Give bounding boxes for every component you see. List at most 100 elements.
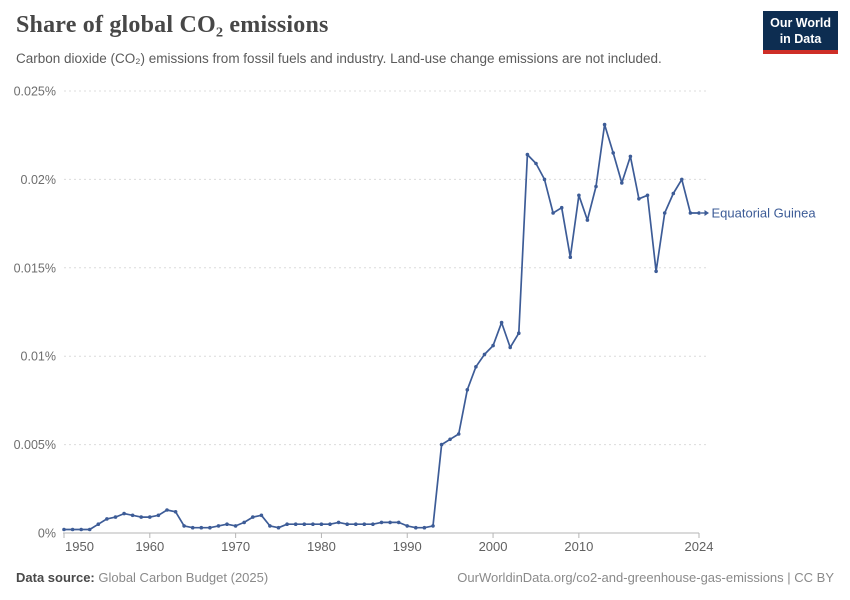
data-point-marker[interactable] (233, 524, 238, 528)
x-axis-tick-label: 2024 (685, 539, 714, 554)
owid-logo-line1: Our World (770, 16, 831, 30)
x-axis-tick-label: 1990 (393, 539, 422, 554)
y-axis-tick-label: 0.015% (14, 261, 56, 275)
series-label[interactable]: Equatorial Guinea (712, 205, 817, 220)
data-point-marker[interactable] (405, 524, 410, 528)
data-point-marker[interactable] (491, 343, 495, 348)
data-point-marker[interactable] (396, 520, 401, 525)
data-point-marker[interactable] (559, 205, 564, 210)
data-point-marker[interactable] (688, 211, 693, 215)
data-point-marker[interactable] (474, 365, 478, 369)
data-point-marker[interactable] (379, 520, 384, 525)
data-point-marker[interactable] (259, 513, 264, 518)
data-point-marker[interactable] (551, 211, 555, 215)
data-point-marker[interactable] (70, 527, 75, 532)
data-point-marker[interactable] (319, 522, 324, 526)
y-axis-tick-label: 0% (38, 527, 56, 541)
data-point-marker[interactable] (371, 522, 375, 526)
data-point-marker[interactable] (251, 515, 255, 519)
data-point-marker[interactable] (362, 522, 367, 526)
owid-logo-line2: in Data (779, 32, 822, 46)
data-point-marker[interactable] (388, 520, 392, 525)
data-point-marker[interactable] (628, 154, 633, 159)
emissions-line (63, 123, 700, 531)
data-point-marker[interactable] (225, 522, 229, 526)
data-point-marker[interactable] (542, 177, 547, 182)
data-point-marker[interactable] (482, 352, 487, 357)
data-point-marker[interactable] (568, 255, 573, 259)
data-point-marker[interactable] (662, 211, 667, 215)
data-point-marker[interactable] (654, 269, 658, 274)
data-point-marker[interactable] (517, 331, 521, 336)
x-axis-tick-label: 1960 (135, 539, 164, 554)
y-axis-tick-label: 0.01% (21, 350, 56, 364)
x-axis-tick-label: 1970 (221, 539, 250, 554)
data-point-marker[interactable] (311, 522, 315, 526)
x-axis-tick-label: 1980 (307, 539, 336, 554)
data-point-marker[interactable] (182, 524, 186, 528)
data-point-marker[interactable] (328, 522, 332, 526)
data-point-marker[interactable] (302, 522, 307, 526)
data-point-marker[interactable] (534, 161, 538, 166)
data-point-marker[interactable] (439, 442, 444, 447)
data-point-marker[interactable] (87, 527, 92, 532)
data-point-marker[interactable] (508, 345, 512, 350)
data-point-marker[interactable] (199, 525, 204, 530)
data-point-marker[interactable] (602, 122, 607, 127)
data-point-marker[interactable] (611, 151, 615, 155)
data-point-marker[interactable] (585, 218, 590, 222)
data-source-note: Data source: Global Carbon Budget (2025) (16, 570, 268, 585)
data-point-marker[interactable] (208, 525, 212, 530)
data-point-marker[interactable] (637, 197, 641, 201)
data-point-marker[interactable] (645, 193, 650, 198)
x-axis-tick-label: 2010 (564, 539, 593, 554)
y-axis-tick-label: 0.025% (14, 85, 56, 99)
data-source-value: Global Carbon Budget (2025) (94, 570, 269, 585)
data-point-marker[interactable] (105, 517, 109, 521)
data-point-marker[interactable] (620, 181, 624, 185)
data-point-marker[interactable] (268, 524, 272, 528)
x-axis-tick-label: 2000 (479, 539, 508, 554)
data-point-marker[interactable] (139, 515, 143, 519)
data-point-marker[interactable] (448, 437, 452, 442)
data-point-marker[interactable] (465, 388, 470, 392)
data-point-marker[interactable] (414, 525, 418, 530)
data-point-marker[interactable] (165, 508, 169, 512)
data-point-marker[interactable] (336, 520, 341, 525)
data-point-marker[interactable] (680, 177, 684, 182)
data-point-marker[interactable] (345, 522, 350, 526)
data-point-marker[interactable] (173, 510, 178, 514)
data-point-marker[interactable] (354, 522, 358, 526)
data-point-marker[interactable] (499, 320, 504, 325)
data-source-label: Data source: (16, 570, 95, 585)
page-title: Share of global CO₂ emissions (16, 12, 329, 38)
data-point-marker[interactable] (242, 520, 246, 525)
data-point-marker[interactable] (525, 152, 530, 157)
data-point-marker[interactable] (671, 191, 676, 196)
page-subtitle: Carbon dioxide (CO₂) emissions from foss… (16, 51, 662, 66)
data-point-marker[interactable] (113, 515, 118, 519)
x-axis-tick-label: 1950 (65, 539, 94, 554)
data-point-marker[interactable] (422, 525, 427, 530)
data-point-marker[interactable] (130, 513, 135, 518)
data-point-marker[interactable] (456, 432, 461, 436)
data-point-marker[interactable] (285, 522, 289, 526)
data-point-marker[interactable] (96, 522, 101, 526)
data-point-marker[interactable] (431, 524, 435, 528)
data-point-marker[interactable] (577, 193, 581, 198)
footer-citation: OurWorldinData.org/co2-and-greenhouse-ga… (457, 570, 834, 585)
series-end-arrow-icon (704, 209, 709, 216)
data-point-marker[interactable] (216, 524, 221, 528)
data-point-marker[interactable] (156, 513, 161, 518)
data-point-marker[interactable] (594, 184, 598, 189)
data-point-marker[interactable] (190, 525, 195, 530)
data-point-marker[interactable] (148, 515, 152, 519)
data-point-marker[interactable] (122, 511, 126, 516)
data-point-marker[interactable] (62, 527, 66, 532)
data-point-marker[interactable] (697, 211, 701, 215)
owid-logo[interactable]: Our World in Data (763, 11, 838, 54)
data-point-marker[interactable] (276, 525, 281, 530)
data-point-marker[interactable] (293, 522, 298, 526)
data-point-marker[interactable] (79, 527, 83, 532)
